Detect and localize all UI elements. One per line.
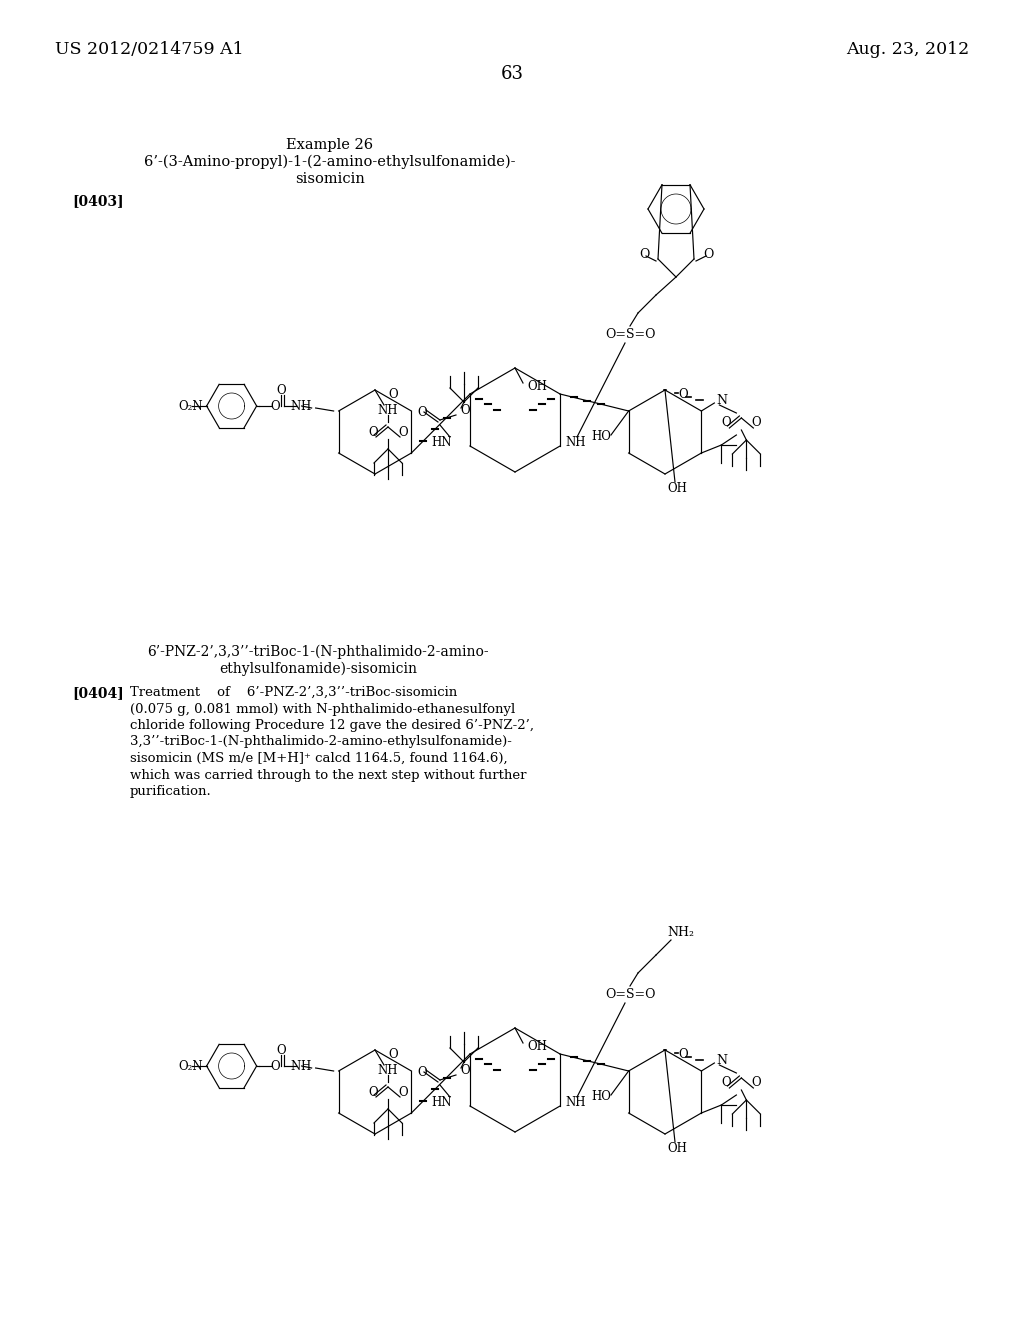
Text: O=S=O: O=S=O [605, 329, 655, 342]
Text: O: O [398, 425, 408, 438]
Text: HO: HO [591, 430, 611, 444]
Text: O: O [369, 425, 378, 438]
Text: O: O [752, 417, 761, 429]
Text: US 2012/0214759 A1: US 2012/0214759 A1 [55, 41, 244, 58]
Text: N: N [717, 1055, 727, 1068]
Text: NH: NH [378, 1064, 398, 1077]
Text: chloride following Procedure 12 gave the desired 6’-PNZ-2’,: chloride following Procedure 12 gave the… [130, 719, 534, 733]
Text: O: O [702, 248, 713, 260]
Text: O₂N: O₂N [178, 1060, 203, 1072]
Text: NH₂: NH₂ [668, 927, 694, 940]
Text: O₂N: O₂N [178, 400, 203, 412]
Text: O: O [417, 405, 427, 418]
Text: which was carried through to the next step without further: which was carried through to the next st… [130, 768, 526, 781]
Text: O: O [639, 248, 649, 260]
Text: O: O [722, 417, 731, 429]
Text: Example 26: Example 26 [287, 139, 374, 152]
Text: 6’-(3-Amino-propyl)-1-(2-amino-ethylsulfonamide)-: 6’-(3-Amino-propyl)-1-(2-amino-ethylsulf… [144, 154, 516, 169]
Text: 6’-PNZ-2’,3,3’’-triBoc-1-(N-phthalimido-2-amino-: 6’-PNZ-2’,3,3’’-triBoc-1-(N-phthalimido-… [147, 645, 488, 660]
Text: O: O [417, 1065, 427, 1078]
Text: sisomicin: sisomicin [295, 172, 365, 186]
Text: [0404]: [0404] [72, 686, 124, 700]
Text: O: O [398, 1085, 408, 1098]
Text: 3,3’’-triBoc-1-(N-phthalimido-2-amino-ethylsulfonamide)-: 3,3’’-triBoc-1-(N-phthalimido-2-amino-et… [130, 735, 512, 748]
Text: O=S=O: O=S=O [605, 989, 655, 1002]
Text: N: N [717, 395, 727, 408]
Text: O: O [270, 400, 281, 412]
Text: ethylsulfonamide)-sisomicin: ethylsulfonamide)-sisomicin [219, 663, 417, 676]
Text: OH: OH [527, 1040, 547, 1052]
Text: NH: NH [565, 436, 586, 449]
Text: O: O [460, 1064, 470, 1077]
Text: (0.075 g, 0.081 mmol) with N-phthalimido-ethanesulfonyl: (0.075 g, 0.081 mmol) with N-phthalimido… [130, 702, 515, 715]
Text: sisomicin (MS m/e [M+H]⁺ calcd 1164.5, found 1164.6),: sisomicin (MS m/e [M+H]⁺ calcd 1164.5, f… [130, 752, 508, 766]
Text: OH: OH [667, 1142, 687, 1155]
Text: HN: HN [431, 1096, 452, 1109]
Text: Aug. 23, 2012: Aug. 23, 2012 [846, 41, 969, 58]
Text: O: O [752, 1077, 761, 1089]
Text: N: N [291, 1060, 301, 1072]
Text: O: O [678, 1048, 688, 1061]
Text: O: O [270, 1060, 281, 1072]
Text: H: H [300, 1060, 310, 1072]
Text: [0403]: [0403] [72, 194, 124, 209]
Text: NH: NH [565, 1096, 586, 1109]
Text: O: O [388, 1048, 397, 1061]
Text: HO: HO [591, 1090, 611, 1104]
Text: OH: OH [667, 482, 687, 495]
Text: HN: HN [431, 436, 452, 449]
Text: purification.: purification. [130, 785, 212, 799]
Text: H: H [300, 400, 310, 412]
Text: O: O [722, 1077, 731, 1089]
Text: N: N [291, 400, 301, 412]
Text: 63: 63 [501, 65, 523, 83]
Text: NH: NH [378, 404, 398, 417]
Text: O: O [678, 388, 688, 401]
Text: O: O [388, 388, 397, 401]
Text: Treatment    of    6’-PNZ-2’,3,3’’-triBoc-sisomicin: Treatment of 6’-PNZ-2’,3,3’’-triBoc-siso… [130, 686, 458, 700]
Text: O: O [276, 384, 287, 397]
Text: OH: OH [527, 380, 547, 392]
Text: O: O [369, 1085, 378, 1098]
Text: O: O [276, 1044, 287, 1057]
Text: O: O [460, 404, 470, 417]
